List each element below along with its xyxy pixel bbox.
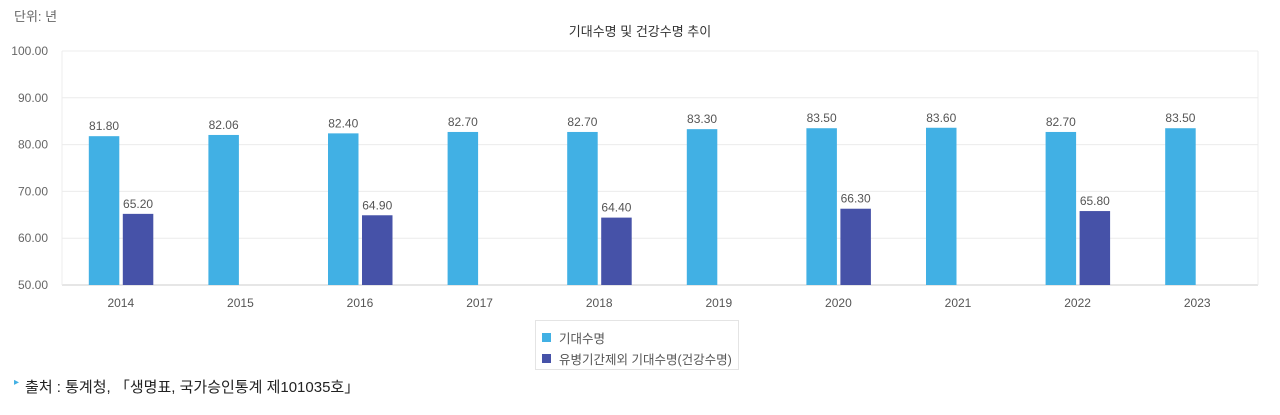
y-tick-label: 80.00 xyxy=(18,138,48,152)
bar-healthy-life-2018 xyxy=(601,217,632,285)
x-tick-label: 2016 xyxy=(347,296,374,310)
bar-life-expectancy-2020 xyxy=(806,128,837,285)
bar-life-expectancy-2016 xyxy=(328,133,359,285)
x-tick-label: 2021 xyxy=(945,296,972,310)
y-tick-label: 100.00 xyxy=(11,44,48,58)
bar-life-expectancy-2021 xyxy=(926,127,957,285)
bar-life-expectancy-2018 xyxy=(567,131,598,285)
data-label: 82.06 xyxy=(209,118,239,132)
source-note: ▸ 출처 : 통계청, 「생명표, 국가승인통계 제101035호」 xyxy=(14,376,359,397)
y-tick-label: 50.00 xyxy=(18,278,48,292)
legend-swatch xyxy=(542,354,551,363)
x-tick-label: 2015 xyxy=(227,296,254,310)
bullet-icon: ▸ xyxy=(14,377,20,388)
x-tick-label: 2019 xyxy=(705,296,732,310)
bar-healthy-life-2016 xyxy=(362,215,393,285)
bar-life-expectancy-2022 xyxy=(1045,131,1077,285)
data-label: 83.50 xyxy=(807,111,837,125)
legend-label: 유병기간제외 기대수명(건강수명) xyxy=(559,353,732,367)
data-label: 65.20 xyxy=(123,197,153,211)
y-tick-label: 60.00 xyxy=(18,231,48,245)
bar-life-expectancy-2015 xyxy=(208,134,239,285)
legend-item-life-expectancy[interactable]: 기대수명 xyxy=(542,328,605,347)
data-label: 66.30 xyxy=(841,192,871,206)
y-tick-label: 90.00 xyxy=(18,91,48,105)
bar-life-expectancy-2017 xyxy=(447,131,479,285)
x-tick-label: 2017 xyxy=(466,296,493,310)
unit-label: 단위: 년 xyxy=(14,9,58,24)
x-tick-label: 2022 xyxy=(1064,296,1091,310)
bar-healthy-life-2022 xyxy=(1079,211,1111,285)
data-label: 64.90 xyxy=(362,198,392,212)
data-label: 65.80 xyxy=(1080,194,1110,208)
data-label: 82.70 xyxy=(1046,115,1076,129)
data-label: 83.50 xyxy=(1165,111,1195,125)
x-tick-label: 2014 xyxy=(107,296,134,310)
x-tick-label: 2018 xyxy=(586,296,613,310)
legend-swatch xyxy=(542,333,551,342)
bar-chart: 기대수명 및 건강수명 추이 50.00 60.00 70.00 80.00 90.00 1… xyxy=(11,24,1259,310)
data-label: 83.30 xyxy=(687,112,717,126)
x-tick-label: 2020 xyxy=(825,296,852,310)
data-label: 64.40 xyxy=(601,201,631,215)
data-label: 82.70 xyxy=(567,115,597,129)
bar-healthy-life-2020 xyxy=(840,208,871,285)
legend: 기대수명 유병기간제외 기대수명(건강수명) xyxy=(535,320,739,370)
bar-life-expectancy-2019 xyxy=(686,129,718,285)
bar-life-expectancy-2023 xyxy=(1165,128,1196,285)
y-tick-label: 70.00 xyxy=(18,184,48,198)
bar-healthy-life-2014 xyxy=(122,213,154,285)
legend-item-healthy-life[interactable]: 유병기간제외 기대수명(건강수명) xyxy=(542,349,732,368)
data-label: 82.40 xyxy=(328,116,358,130)
bar-life-expectancy-2014 xyxy=(88,136,120,285)
chart-title: 기대수명 및 건강수명 추이 xyxy=(569,24,711,39)
legend-label: 기대수명 xyxy=(559,332,606,346)
data-label: 83.60 xyxy=(926,111,956,125)
data-label: 81.80 xyxy=(89,119,119,133)
data-label: 82.70 xyxy=(448,115,478,129)
x-tick-label: 2023 xyxy=(1184,296,1211,310)
source-text: 출처 : 통계청, 「생명표, 국가승인통계 제101035호」 xyxy=(25,379,360,396)
